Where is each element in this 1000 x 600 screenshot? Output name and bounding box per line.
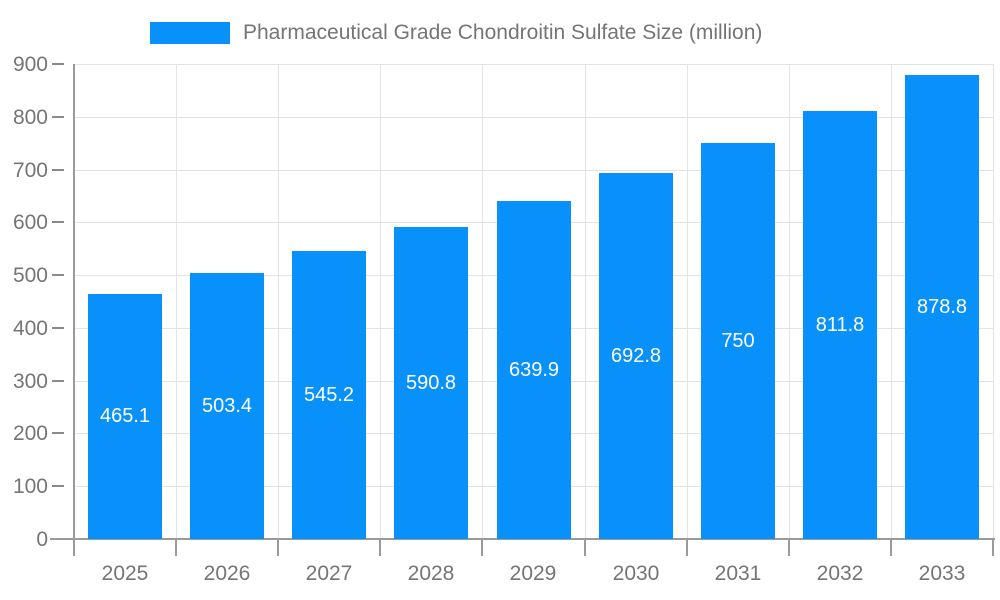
- x-gridline: [993, 64, 994, 539]
- x-axis-tick: [992, 540, 994, 556]
- x-axis-tick: [379, 540, 381, 556]
- x-axis-tick: [890, 540, 892, 556]
- x-axis-tick: [277, 540, 279, 556]
- x-axis-tick: [175, 540, 177, 556]
- bar: 503.4: [190, 273, 264, 539]
- x-gridline: [278, 64, 279, 539]
- y-tick-label: 900: [12, 53, 48, 76]
- bar: 590.8: [394, 227, 468, 539]
- x-tick-label: 2032: [816, 562, 864, 585]
- y-axis-tick: [52, 63, 64, 65]
- y-axis-tick: [52, 380, 64, 382]
- x-axis-tick: [788, 540, 790, 556]
- y-axis-tick: [52, 169, 64, 171]
- x-gridline: [789, 64, 790, 539]
- bar-value-label: 503.4: [201, 394, 253, 417]
- x-axis-line: [50, 538, 995, 540]
- y-gridline: [74, 117, 993, 118]
- x-tick-label: 2028: [407, 562, 455, 585]
- x-gridline: [585, 64, 586, 539]
- y-tick-label: 700: [12, 159, 48, 182]
- bar-value-label: 545.2: [303, 383, 355, 406]
- y-axis-tick: [52, 116, 64, 118]
- bar-value-label: 811.8: [815, 313, 865, 336]
- bar: 692.8: [599, 173, 673, 539]
- y-tick-label: 600: [12, 211, 48, 234]
- y-tick-label: 0: [36, 528, 48, 551]
- bar: 545.2: [292, 251, 366, 539]
- bar: 750: [701, 143, 775, 539]
- y-gridline: [74, 64, 993, 65]
- legend-swatch: [150, 22, 230, 44]
- x-tick-label: 2026: [203, 562, 251, 585]
- y-axis-tick: [52, 274, 64, 276]
- bar: 465.1: [88, 294, 162, 539]
- bar: 878.8: [905, 75, 979, 539]
- x-gridline: [482, 64, 483, 539]
- chart-title: Pharmaceutical Grade Chondroitin Sulfate…: [243, 21, 763, 44]
- x-axis-tick: [686, 540, 688, 556]
- bar-value-label: 590.8: [405, 371, 457, 394]
- x-tick-label: 2029: [509, 562, 557, 585]
- y-tick-label: 400: [12, 317, 48, 340]
- bar-value-label: 692.8: [610, 344, 662, 367]
- y-tick-label: 800: [12, 106, 48, 129]
- y-axis-tick: [52, 485, 64, 487]
- bar: 811.8: [803, 111, 877, 539]
- y-tick-label: 100: [12, 475, 48, 498]
- x-gridline: [687, 64, 688, 539]
- y-axis-line: [73, 64, 75, 556]
- x-tick-label: 2027: [305, 562, 353, 585]
- bar-value-label: 465.1: [99, 405, 151, 427]
- x-tick-label: 2033: [918, 562, 966, 585]
- x-gridline: [176, 64, 177, 539]
- y-gridline: [74, 170, 993, 171]
- x-gridline: [380, 64, 381, 539]
- bar-value-label: 750: [721, 329, 755, 352]
- y-axis-tick: [52, 221, 64, 223]
- bar: 639.9: [497, 201, 571, 539]
- x-tick-label: 2030: [612, 562, 660, 585]
- y-tick-label: 200: [12, 422, 48, 445]
- bar-value-label: 878.8: [916, 295, 968, 318]
- y-tick-label: 500: [12, 264, 48, 287]
- y-axis-tick: [52, 327, 64, 329]
- x-gridline: [891, 64, 892, 539]
- y-tick-label: 300: [12, 370, 48, 393]
- y-axis-tick: [52, 432, 64, 434]
- x-axis-tick: [481, 540, 483, 556]
- x-axis-tick: [584, 540, 586, 556]
- bar-value-label: 639.9: [508, 358, 560, 381]
- x-tick-label: 2031: [714, 562, 762, 585]
- x-tick-label: 2025: [101, 562, 149, 585]
- legend[interactable]: Pharmaceutical Grade Chondroitin Sulfate…: [150, 17, 762, 49]
